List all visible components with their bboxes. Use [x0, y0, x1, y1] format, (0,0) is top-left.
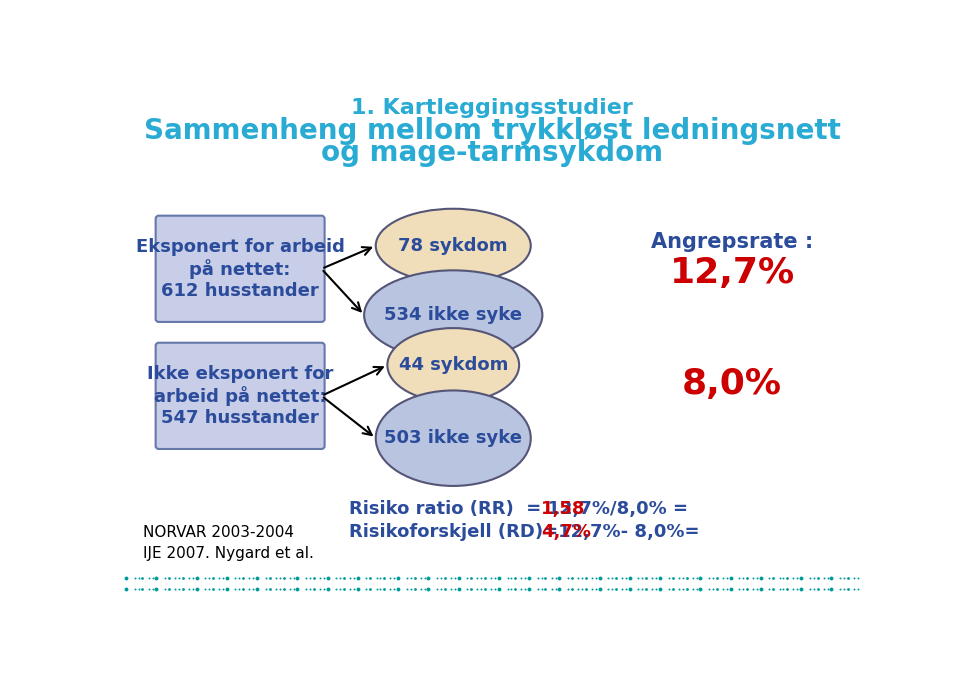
Text: 8,0%: 8,0%	[683, 368, 782, 401]
Text: 1. Kartleggingsstudier: 1. Kartleggingsstudier	[351, 98, 633, 118]
Text: Risiko ratio (RR)  = 12,7%/8,0% =: Risiko ratio (RR) = 12,7%/8,0% =	[348, 500, 694, 518]
Text: Angrepsrate :: Angrepsrate :	[651, 232, 813, 252]
Ellipse shape	[375, 391, 531, 486]
Text: 1,58: 1,58	[541, 500, 586, 518]
Text: 4,7%: 4,7%	[541, 523, 591, 541]
Ellipse shape	[388, 328, 519, 402]
Text: NORVAR 2003-2004: NORVAR 2003-2004	[143, 524, 295, 540]
Text: Risikoforskjell (RD)=12,7%- 8,0%=: Risikoforskjell (RD)=12,7%- 8,0%=	[348, 523, 706, 541]
Text: Eksponert for arbeid
på nettet:
612 husstander: Eksponert for arbeid på nettet: 612 huss…	[135, 238, 345, 300]
Text: 503 ikke syke: 503 ikke syke	[384, 429, 522, 447]
Text: Sammenheng mellom trykkløst ledningsnett: Sammenheng mellom trykkløst ledningsnett	[144, 117, 840, 145]
Text: Ikke eksponert for
arbeid på nettet:
547 husstander: Ikke eksponert for arbeid på nettet: 547…	[147, 365, 333, 427]
FancyBboxPatch shape	[156, 216, 324, 322]
FancyBboxPatch shape	[156, 343, 324, 449]
Text: IJE 2007. Nygard et al.: IJE 2007. Nygard et al.	[143, 546, 314, 561]
Text: 534 ikke syke: 534 ikke syke	[384, 306, 522, 324]
Text: og mage-tarmsykdom: og mage-tarmsykdom	[321, 139, 663, 167]
Ellipse shape	[364, 270, 542, 360]
Ellipse shape	[375, 209, 531, 283]
Text: 12,7%: 12,7%	[670, 256, 795, 290]
Text: 78 sykdom: 78 sykdom	[398, 237, 508, 255]
Text: 44 sykdom: 44 sykdom	[398, 356, 508, 374]
